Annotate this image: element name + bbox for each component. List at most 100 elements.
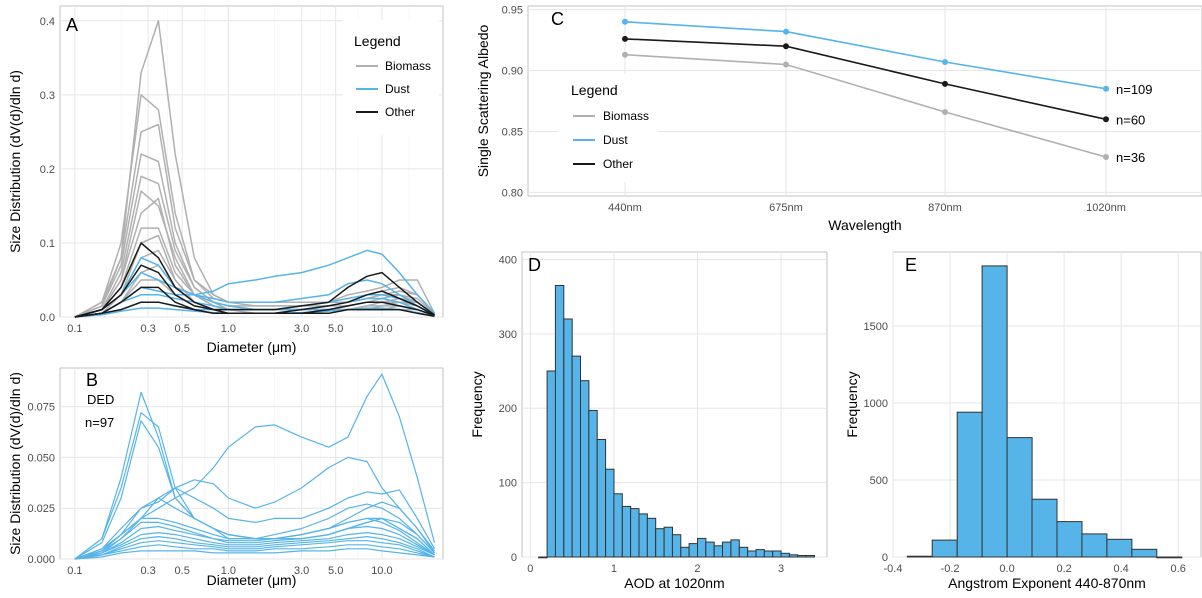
x-tick-label: 1020nm: [1086, 202, 1126, 214]
histogram-bar: [931, 539, 958, 558]
data-point-other: [942, 80, 948, 87]
panel-e-angstrom-histogram: -0.4 -0.2 0.0 0.2 0.4 0.6 Angstrom Exponent 44…: [844, 251, 1202, 591]
y-tick-label: 100: [499, 478, 517, 490]
panel-c-single-scattering-albedo: 440nm 675nm 870nm 1020nm Wavelength 0.80 0.85 0…: [475, 5, 1202, 233]
data-point-other: [783, 43, 789, 50]
y-tick-label: 500: [870, 475, 888, 487]
histogram-bar: [956, 411, 983, 558]
x-tick-label: 0.1: [67, 565, 82, 577]
end-label-biomass: n=36: [1116, 150, 1145, 165]
series-line-dust: [74, 535, 435, 560]
data-point-dust: [622, 18, 628, 25]
y-tick-label: 1000: [864, 398, 888, 410]
histogram-bar: [738, 546, 749, 558]
y-tick-label: 0: [511, 552, 517, 564]
histogram-bar: [588, 410, 598, 558]
x-tick-label: 5.0: [328, 323, 343, 335]
series-line-biomass: [624, 53, 1107, 158]
x-tick-label: 0.2: [1056, 563, 1071, 575]
y-tick-label: 0.4: [40, 16, 55, 28]
x-tick-label: -0.2: [941, 563, 960, 575]
y-tick-label: 0.1: [40, 238, 55, 250]
histogram-bar: [646, 517, 657, 558]
x-tick-label: 1.0: [221, 323, 236, 335]
x-tick-label: 0.5: [175, 323, 190, 335]
x-tick-label: 675nm: [769, 202, 803, 214]
histogram-bar: [663, 526, 673, 558]
series-line-dust: [74, 531, 435, 560]
x-tick-label: 870nm: [928, 202, 962, 214]
x-tick-label: 3.0: [294, 565, 309, 577]
legend-label-biomass: Biomass: [603, 109, 649, 123]
x-tick-label: -0.4: [884, 563, 903, 575]
series-line-other: [74, 301, 435, 318]
histogram-bar: [1131, 548, 1158, 558]
histogram-bar: [797, 555, 807, 558]
x-tick-label: 0.4: [1113, 563, 1128, 575]
series-line-dust: [624, 21, 1107, 90]
x-axis-title: Diameter (μm): [207, 339, 297, 355]
y-tick-label: 0.2: [40, 164, 55, 176]
legend-label-dust: Dust: [603, 133, 628, 147]
end-label-other: n=60: [1116, 112, 1145, 127]
panel-b-ded-size-distribution: 0.1 0.3 0.5 1.0 3.0 5.0 10.0 Diameter (μm) 0.000…: [7, 367, 444, 588]
y-axis-title: Frequency: [469, 371, 485, 437]
panel-a-size-distribution: 0.1 0.3 0.5 1.0 3.0 5.0 10.0 Diameter (μm) 0.0 0.…: [7, 5, 444, 355]
x-tick-label: 0.3: [140, 323, 155, 335]
x-tick-label: 2: [694, 563, 700, 575]
histogram-bar: [1006, 437, 1033, 558]
series-line-dust: [74, 257, 435, 318]
histogram-bar: [613, 493, 623, 558]
histogram-bar: [788, 554, 799, 558]
series-line-other: [74, 242, 435, 318]
histogram-bar: [730, 539, 740, 558]
x-tick-label: 10.0: [371, 565, 392, 577]
y-tick-label: 0.0: [40, 312, 55, 324]
histogram-bar: [1081, 533, 1108, 558]
series-line-dust: [74, 540, 435, 560]
legend-label-biomass: Biomass: [385, 59, 431, 73]
series-line-dust: [74, 525, 435, 560]
series-line-other: [624, 38, 1107, 121]
x-axis-title: Diameter (μm): [207, 572, 297, 588]
y-tick-label: 0.000: [27, 554, 55, 566]
panel-d-aod-histogram: 0 1 2 3 AOD at 1020nm 0 100 200 300 400 Frequency D: [469, 251, 828, 591]
histogram-bar: [563, 318, 573, 558]
y-tick-label: 0.90: [502, 66, 523, 78]
histogram-bar: [1056, 521, 1083, 558]
histogram-bar: [1156, 556, 1183, 559]
x-axis-title: Wavelength: [828, 217, 901, 233]
series-line-dust: [74, 503, 435, 560]
x-tick-label: 3.0: [294, 323, 309, 335]
histogram-bar: [546, 370, 556, 558]
y-axis-title: Frequency: [844, 371, 860, 437]
y-axis-title: Single Scattering Albedo: [475, 25, 491, 178]
panel-label-b: B: [86, 370, 98, 390]
histogram-bar: [755, 549, 765, 558]
histogram-bar: [554, 285, 565, 558]
panel-label-e: E: [905, 255, 917, 275]
legend-label-other: Other: [385, 105, 415, 119]
x-tick-label: 5.0: [328, 565, 343, 577]
y-tick-label: 400: [499, 254, 517, 266]
legend-label-other: Other: [603, 157, 633, 171]
data-point-other: [1103, 116, 1109, 123]
x-tick-label: 440nm: [608, 202, 642, 214]
legend-title: Legend: [354, 33, 401, 49]
histogram-bar: [638, 513, 648, 558]
x-tick-label: 0.3: [140, 565, 155, 577]
y-tick-label: 0.3: [40, 90, 55, 102]
x-axis-title: AOD at 1020nm: [624, 575, 724, 591]
y-axis-title: Size Distribution (dV(d)/dln d): [7, 372, 23, 555]
x-tick-label: 1.0: [221, 565, 236, 577]
legend-label-dust: Dust: [385, 82, 410, 96]
data-point-dust: [1103, 85, 1109, 92]
histogram-bar: [1031, 498, 1058, 558]
annotation-count: n=97: [85, 415, 114, 430]
data-point-biomass: [1103, 154, 1109, 160]
histogram-bar: [697, 537, 707, 558]
y-tick-label: 0.80: [502, 187, 523, 199]
x-tick-label: 0.5: [175, 565, 190, 577]
histogram-bar: [772, 550, 782, 558]
histogram-bar: [688, 543, 698, 558]
